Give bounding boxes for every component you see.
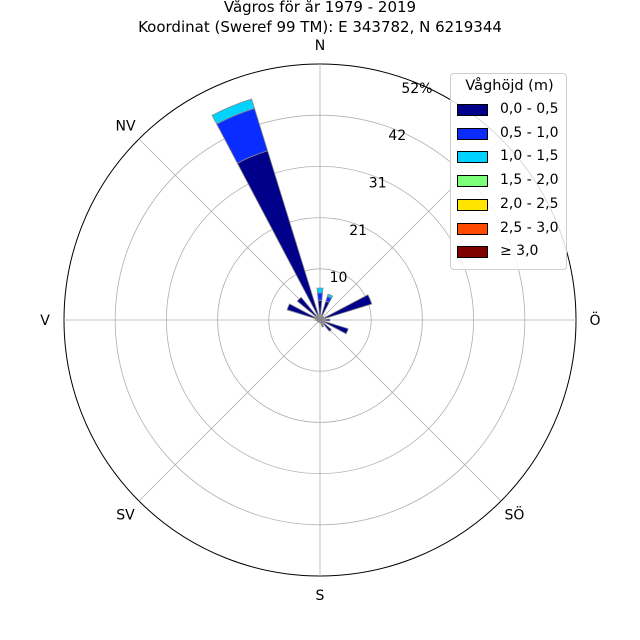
legend-swatch [457,198,488,211]
direction-label: SÖ [505,505,525,523]
rose-bar-segment [296,296,321,321]
radial-tick-label: 31 [369,175,387,191]
legend-swatch [457,151,488,164]
rose-bar-segment [316,287,324,294]
legend: Våghöjd (m) 0,0 - 0,5 0,5 - 1,0 1,0 - 1,5 1… [450,73,567,270]
chart-subtitle: Koordinat (Sweref 99 TM): E 343782, N 62… [138,18,502,36]
rose-bar-segment [319,319,349,335]
legend-label: 0,0 - 0,5 [500,101,559,117]
rose-bar-segment [319,319,324,328]
angular-gridline [319,319,502,502]
rose-bar-segment [319,294,373,321]
rose-bar-segment [319,319,332,332]
legend-label: ≥ 3,0 [500,243,539,260]
legend-swatch [457,246,488,259]
radial-tick-label: 42 [388,128,406,144]
chart-title: Vågros för år 1979 - 2019 [223,0,417,16]
radial-tick-label: 10 [330,270,348,286]
direction-label: NV [116,119,136,135]
legend-label: 1,0 - 1,5 [500,148,559,165]
angular-gridline [138,138,321,321]
legend-swatch [457,175,488,188]
direction-label: N [315,38,325,54]
rose-bar-segment [317,292,323,301]
legend-swatch [457,104,488,116]
legend-swatch [457,222,488,235]
radial-tick-label: 21 [349,223,367,239]
rose-bar-segment [319,319,321,324]
angular-gridline [138,319,321,502]
legend-label: 0,5 - 1,0 [500,124,559,141]
legend-swatch [457,127,488,140]
rose-bar-segment [326,293,334,299]
rose-bar-segment [319,318,331,322]
legend-label: 2,5 - 3,0 [500,219,559,236]
direction-label: Ö [589,311,600,329]
direction-label: SV [116,507,135,523]
legend-title: Våghöjd (m) [465,78,554,94]
radial-tick-label: 52% [401,81,432,97]
rose-bar-segment [211,98,255,125]
rose-bar-segment [314,319,321,321]
legend-label: 1,5 - 2,0 [500,172,559,189]
direction-label: V [40,313,50,329]
legend-label: 2,0 - 2,5 [500,195,559,212]
direction-label: S [316,588,325,604]
rose-bar-segment [286,303,321,321]
